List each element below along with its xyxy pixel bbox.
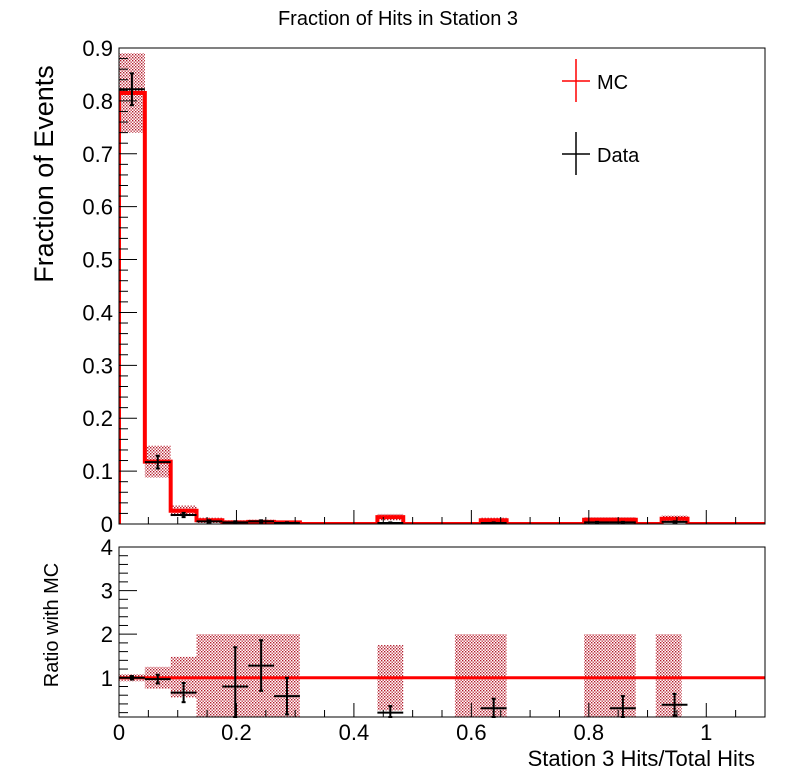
main-y-tick-label: 0.6 bbox=[82, 195, 113, 220]
data-point-10 bbox=[377, 521, 404, 525]
main-y-tick-label: 0.3 bbox=[82, 353, 113, 378]
data-point-5 bbox=[248, 519, 275, 524]
main-y-tick-label: 0.1 bbox=[82, 459, 113, 484]
x-tick-label: 0.6 bbox=[456, 720, 487, 745]
legend-entry-mc: MC bbox=[562, 59, 628, 102]
legend-mc-label: MC bbox=[597, 72, 628, 94]
data-point-14 bbox=[480, 521, 507, 525]
ratio-panel: 1 2 3 4 0 0.2 0.4 0.6 0.8 1 Ratio with MC Statio… bbox=[41, 535, 766, 771]
ratio-point-9 bbox=[661, 692, 688, 717]
main-y-axis-label: Fraction of Events bbox=[29, 65, 59, 283]
legend-entry-data: Data bbox=[562, 132, 640, 175]
data-point-2 bbox=[170, 511, 197, 519]
data-points bbox=[119, 72, 688, 525]
chart-title: Fraction of Hits in Station 3 bbox=[278, 8, 518, 30]
ratio-y-axis: 1 2 3 4 bbox=[101, 535, 137, 714]
main-plot-frame bbox=[118, 47, 766, 525]
legend: MC Data bbox=[562, 59, 640, 175]
main-panel: 0 0.1 0.2 0.3 0.4 0.5 0.6 0.7 0.8 0.9 Fraction of… bbox=[29, 36, 766, 537]
mc-histogram bbox=[119, 90, 765, 524]
ratio-points bbox=[119, 639, 688, 718]
x-tick-label: 0 bbox=[113, 720, 125, 745]
x-tick-label: 1 bbox=[700, 720, 712, 745]
ratio-band-7 bbox=[655, 634, 682, 717]
data-point-0 bbox=[119, 72, 145, 107]
x-tick-label: 0.4 bbox=[339, 720, 370, 745]
main-y-tick-label: 0.9 bbox=[82, 36, 113, 61]
ratio-y-axis-label: Ratio with MC bbox=[41, 563, 63, 687]
main-y-axis: 0 0.1 0.2 0.3 0.4 0.5 0.6 0.7 0.8 0.9 bbox=[82, 36, 137, 537]
ratio-y-tick-label: 1 bbox=[101, 666, 113, 691]
ratio-band-6 bbox=[584, 634, 636, 717]
data-point-4 bbox=[222, 520, 249, 525]
ratio-y-tick-label: 2 bbox=[101, 622, 113, 647]
main-y-tick-label: 0.5 bbox=[82, 248, 113, 273]
main-x-axis bbox=[118, 510, 766, 524]
ratio-point-4 bbox=[248, 639, 275, 692]
x-tick-label: 0.8 bbox=[574, 720, 605, 745]
main-y-tick-label: 0 bbox=[101, 512, 113, 537]
ratio-x-axis: 0 0.2 0.4 0.6 0.8 1 bbox=[113, 703, 766, 745]
data-point-6 bbox=[274, 521, 300, 525]
main-y-tick-label: 0.2 bbox=[82, 406, 113, 431]
mc-uncertainty-bands bbox=[119, 53, 688, 524]
data-point-18 bbox=[584, 520, 610, 524]
ratio-y-tick-label: 3 bbox=[101, 579, 113, 604]
x-axis-label: Station 3 Hits/Total Hits bbox=[528, 746, 755, 771]
main-y-tick-label: 0.7 bbox=[82, 142, 113, 167]
data-point-3 bbox=[196, 519, 223, 524]
ratio-point-5 bbox=[274, 676, 300, 716]
data-point-1 bbox=[144, 454, 171, 470]
data-point-19 bbox=[609, 520, 636, 524]
main-y-tick-label: 0.4 bbox=[82, 300, 113, 325]
ratio-y-tick-label: 4 bbox=[101, 535, 113, 560]
ratio-point-2 bbox=[170, 682, 197, 704]
legend-data-label: Data bbox=[597, 145, 640, 167]
ratio-band-5 bbox=[454, 634, 507, 717]
mc-step-line bbox=[119, 90, 765, 524]
ratio-band-3 bbox=[196, 634, 300, 717]
data-point-21 bbox=[661, 520, 688, 524]
main-y-tick-label: 0.8 bbox=[82, 89, 113, 114]
x-tick-label: 0.2 bbox=[221, 720, 252, 745]
ratio-point-1 bbox=[144, 673, 171, 685]
ratio-uncertainty-bands bbox=[119, 634, 682, 717]
